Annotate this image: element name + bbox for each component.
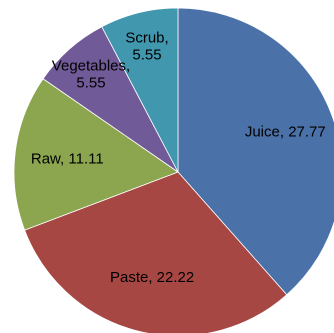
pie-label-paste: Paste, 22.22 xyxy=(110,269,194,286)
pie-slice-paste xyxy=(24,171,288,333)
pie-label-line: Paste, 22.22 xyxy=(110,269,194,286)
pie-label-line: Scrub, xyxy=(125,30,168,47)
pie-labels: Juice, 27.77 Paste, 22.22 Raw, 11.11 Vegeta… xyxy=(31,30,326,286)
pie-slices xyxy=(13,7,334,333)
pie-slice-raw xyxy=(13,78,179,231)
pie-label-vegetables: Vegetables, 5.55 xyxy=(52,57,130,91)
pie-label-line: 5.55 xyxy=(76,74,105,91)
pie-slice-scrub xyxy=(101,7,179,173)
pie-label-line: Vegetables, xyxy=(52,57,130,74)
pie-label-scrub: Scrub, 5.55 xyxy=(125,30,168,64)
pie-slice-juice xyxy=(177,7,334,296)
pie-label-line: Raw, 11.11 xyxy=(31,151,104,168)
pie-label-line: 5.55 xyxy=(132,47,161,64)
pie-label-line: Juice, 27.77 xyxy=(245,123,326,140)
pie-label-raw: Raw, 11.11 xyxy=(31,151,104,168)
pie-label-juice: Juice, 27.77 xyxy=(245,123,326,140)
